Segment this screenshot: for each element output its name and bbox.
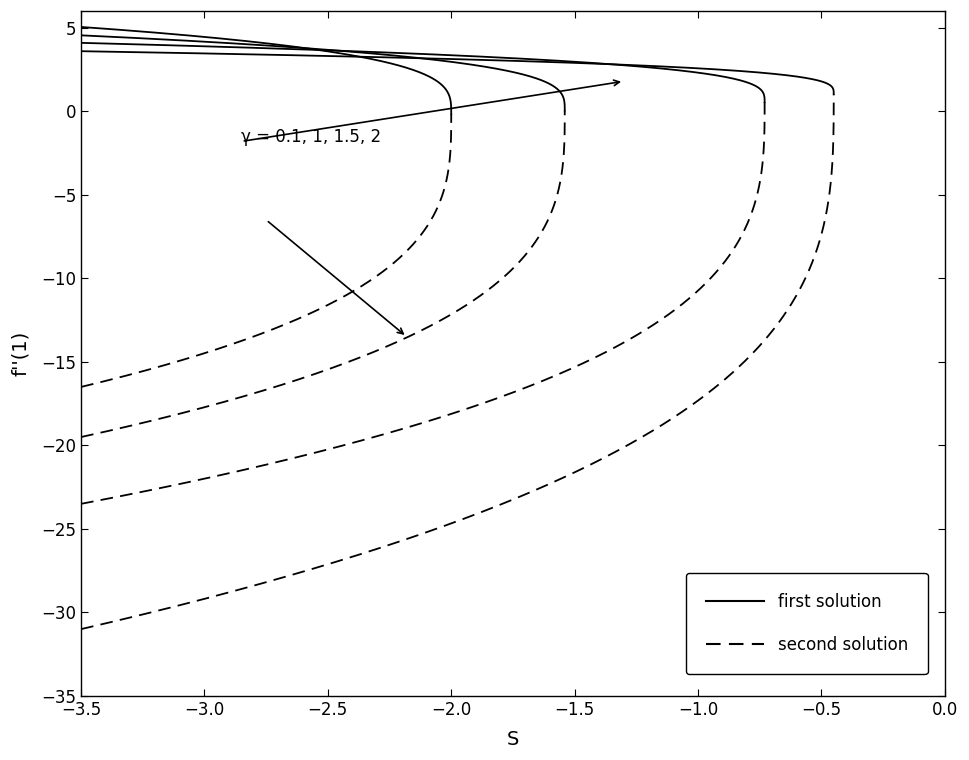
- Text: γ = 0.1, 1, 1.5, 2: γ = 0.1, 1, 1.5, 2: [241, 128, 382, 146]
- Legend: first solution, second solution: first solution, second solution: [686, 573, 927, 674]
- X-axis label: S: S: [507, 730, 519, 749]
- Y-axis label: f''(1): f''(1): [11, 331, 30, 376]
